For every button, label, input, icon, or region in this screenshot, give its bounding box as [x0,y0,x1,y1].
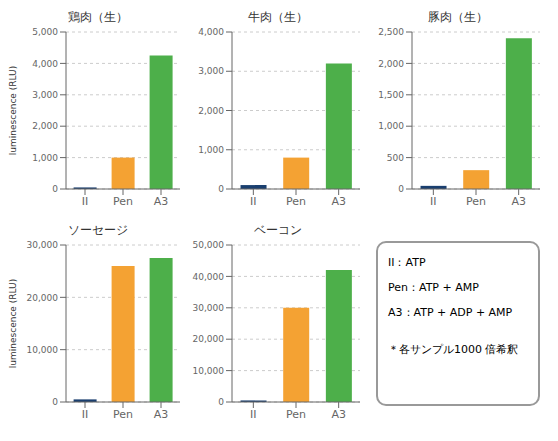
svg-text:0: 0 [398,184,404,194]
html-text:A3：ATP + ADP + AMP: A3：ATP + ADP + AMP [388,306,513,319]
html-text:II：ATP: II：ATP [388,256,426,269]
svg-text:30,000: 30,000 [193,303,225,313]
svg-text:0: 0 [52,397,58,407]
svg-text:1,000: 1,000 [198,145,224,155]
svg-text:II: II [250,408,257,421]
svg-text:10,000: 10,000 [193,366,225,376]
svg-text:4,000: 4,000 [32,59,58,69]
svg-text:A3: A3 [331,408,346,421]
svg-text:2,000: 2,000 [32,121,58,131]
svg-text:0: 0 [218,184,224,194]
svg-text:Pen: Pen [113,195,133,208]
html-text:鶏肉（生）: 鶏肉（生） [68,10,128,24]
svg-text:A3: A3 [154,195,169,208]
svg-text:II: II [430,195,437,208]
html-text:＊各サンプル1000 倍希釈: ＊各サンプル1000 倍希釈 [388,343,519,356]
svg-text:50,000: 50,000 [193,240,225,250]
svg-text:10,000: 10,000 [27,345,59,355]
svg-text:II: II [82,408,89,421]
svg-text:2,000: 2,000 [198,106,224,116]
svg-text:0: 0 [52,184,58,194]
svg-text:5,000: 5,000 [32,27,58,37]
svg-text:3,000: 3,000 [198,66,224,76]
svg-text:II: II [82,195,89,208]
html-text:ベーコン: ベーコン [254,223,302,237]
svg-text:500: 500 [387,153,404,163]
svg-text:3,000: 3,000 [32,90,58,100]
svg-text:luminescence (RLU): luminescence (RLU) [8,66,18,155]
svg-text:1,500: 1,500 [378,90,404,100]
svg-text:Pen: Pen [286,195,306,208]
svg-text:A3: A3 [154,408,169,421]
svg-text:1,000: 1,000 [378,121,404,131]
svg-text:0: 0 [218,397,224,407]
svg-text:30,000: 30,000 [27,240,59,250]
svg-text:A3: A3 [511,195,526,208]
svg-text:Pen: Pen [466,195,486,208]
svg-text:1,000: 1,000 [32,153,58,163]
svg-text:20,000: 20,000 [193,334,225,344]
svg-text:2,000: 2,000 [378,59,404,69]
svg-text:2,500: 2,500 [378,27,404,37]
html-text:牛肉（生）: 牛肉（生） [248,10,308,24]
html-text:Pen：ATP + AMP: Pen：ATP + AMP [388,281,479,294]
svg-text:luminescence (RLU): luminescence (RLU) [8,279,18,368]
svg-text:A3: A3 [331,195,346,208]
svg-text:Pen: Pen [286,408,306,421]
svg-text:Pen: Pen [113,408,133,421]
html-text:豚肉（生）: 豚肉（生） [428,10,488,24]
svg-text:20,000: 20,000 [27,293,59,303]
html-text:ソーセージ: ソーセージ [68,223,128,237]
svg-text:40,000: 40,000 [193,272,225,282]
svg-text:4,000: 4,000 [198,27,224,37]
svg-text:II: II [250,195,257,208]
